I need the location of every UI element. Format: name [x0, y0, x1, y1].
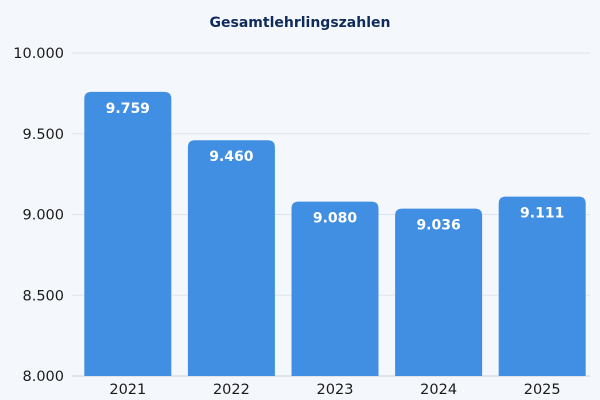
- chart-title: Gesamtlehrlingszahlen: [210, 15, 391, 31]
- data-label-2024: 9.036: [416, 218, 460, 234]
- data-label-2022: 9.460: [209, 149, 254, 165]
- bar-2021: [84, 91, 172, 376]
- y-tick-label: 8.000: [22, 369, 64, 385]
- x-axis: 2021 2022 2023 2024 2025: [109, 382, 560, 398]
- data-labels: 9.759 9.460 9.080 9.036 9.111: [106, 101, 565, 234]
- x-tick-label: 2025: [524, 382, 561, 398]
- x-tick-label: 2024: [420, 382, 457, 398]
- x-tick-label: 2021: [109, 382, 146, 398]
- data-label-2021: 9.759: [106, 101, 150, 117]
- y-tick-label: 9.000: [22, 208, 64, 224]
- y-tick-label: 9.500: [22, 127, 64, 143]
- y-tick-label: 10.000: [13, 46, 64, 62]
- bar-2024: [395, 208, 483, 376]
- x-tick-label: 2022: [213, 382, 250, 398]
- bars: [84, 91, 586, 376]
- data-label-2025: 9.111: [520, 206, 564, 222]
- bar-2023: [291, 201, 379, 376]
- data-label-2023: 9.080: [313, 211, 358, 227]
- y-axis: 8.000 8.500 9.000 9.500 10.000: [13, 46, 64, 385]
- bar-2025: [498, 196, 586, 376]
- x-tick-label: 2023: [317, 382, 354, 398]
- y-tick-label: 8.500: [22, 288, 64, 304]
- bar-2022: [187, 140, 275, 376]
